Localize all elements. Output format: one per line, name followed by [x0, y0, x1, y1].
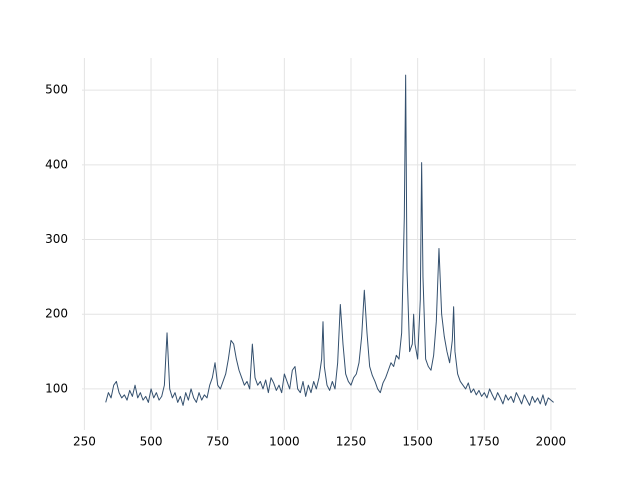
- y-tick-label: 300: [45, 232, 68, 246]
- x-tick-label: 1250: [336, 435, 367, 449]
- x-tick-label: 2000: [536, 435, 567, 449]
- x-tick-label: 250: [73, 435, 96, 449]
- y-tick-label: 100: [45, 381, 68, 395]
- x-tick-label: 1750: [469, 435, 500, 449]
- y-tick-label: 200: [45, 307, 68, 321]
- y-tick-label: 500: [45, 83, 68, 97]
- x-tick-label: 1000: [269, 435, 300, 449]
- x-tick-label: 1500: [402, 435, 433, 449]
- x-tick-label: 750: [206, 435, 229, 449]
- x-tick-label: 500: [140, 435, 163, 449]
- y-tick-label: 400: [45, 157, 68, 171]
- line: [105, 74, 554, 406]
